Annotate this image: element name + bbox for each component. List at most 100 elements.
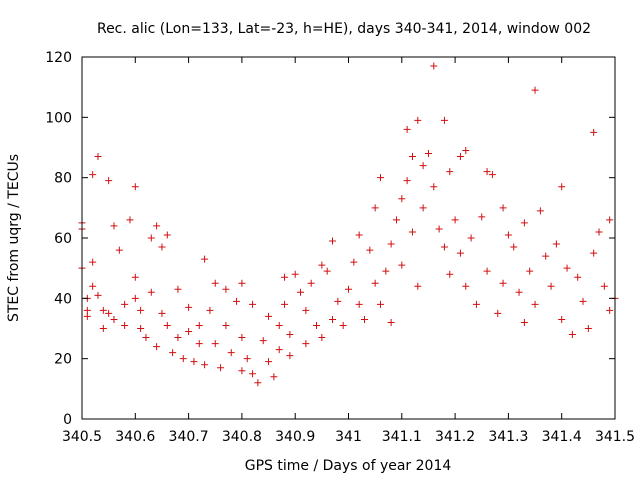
data-point <box>366 246 374 254</box>
data-point <box>350 258 358 266</box>
data-point <box>398 261 406 269</box>
data-point <box>579 297 587 305</box>
data-point <box>254 379 262 387</box>
x-tick-label: 341.4 <box>542 429 582 445</box>
data-point <box>313 321 321 329</box>
data-point <box>515 288 523 296</box>
data-point <box>329 315 337 323</box>
data-point <box>83 306 91 314</box>
data-point <box>302 340 310 348</box>
data-point <box>174 285 182 293</box>
x-tick-label: 340.8 <box>222 429 262 445</box>
data-point <box>99 306 107 314</box>
data-point <box>89 171 97 179</box>
data-point <box>110 222 118 230</box>
data-point <box>249 300 257 308</box>
data-point <box>121 321 129 329</box>
data-point <box>174 334 182 342</box>
y-axis-label: STEC from uqrg / TECUs <box>6 154 22 322</box>
data-point <box>286 331 294 339</box>
data-point <box>137 325 145 332</box>
x-tick-label: 340.6 <box>115 429 155 445</box>
data-point <box>552 240 560 248</box>
data-point <box>211 279 219 287</box>
data-point <box>105 309 113 317</box>
data-point <box>408 228 416 236</box>
x-tick-label: 340.7 <box>169 429 209 445</box>
data-point <box>169 349 177 357</box>
data-point <box>419 162 427 170</box>
data-point <box>147 288 155 296</box>
data-point <box>302 306 310 314</box>
data-point <box>318 334 326 342</box>
data-point <box>195 340 203 348</box>
data-point <box>142 334 150 342</box>
data-point <box>265 358 273 366</box>
data-point <box>249 370 257 378</box>
data-point <box>339 321 347 329</box>
data-point <box>233 297 241 305</box>
data-point <box>520 219 528 227</box>
data-point <box>403 177 411 185</box>
data-point <box>195 321 203 329</box>
y-tick-label: 60 <box>54 231 72 247</box>
data-point <box>131 183 139 191</box>
data-point <box>456 249 464 257</box>
data-point <box>408 153 416 161</box>
data-point <box>211 340 219 348</box>
data-point <box>105 177 113 185</box>
data-point <box>574 273 582 281</box>
x-tick-label: 341.1 <box>382 429 422 445</box>
data-point <box>94 291 102 299</box>
data-point <box>360 315 368 323</box>
x-axis-label: GPS time / Days of year 2014 <box>245 458 452 474</box>
data-point <box>499 279 507 287</box>
data-point <box>222 321 230 329</box>
data-point <box>99 325 107 332</box>
y-tick-label: 80 <box>54 171 72 187</box>
y-axis: 0 20 40 60 80 100 120 <box>45 50 615 428</box>
data-point <box>440 116 448 124</box>
data-point <box>440 243 448 251</box>
data-point <box>403 125 411 133</box>
data-point <box>323 267 331 275</box>
data-point <box>115 246 123 254</box>
x-tick-label: 341.3 <box>488 429 528 445</box>
data-point <box>462 282 470 290</box>
data-point <box>446 168 454 176</box>
data-point <box>590 249 598 257</box>
x-tick-label: 340.5 <box>62 429 102 445</box>
data-point <box>185 303 193 311</box>
data-point <box>158 309 166 317</box>
data-point <box>547 282 555 290</box>
data-point <box>483 267 491 275</box>
data-point <box>110 315 118 323</box>
data-point <box>542 252 550 260</box>
data-point <box>558 315 566 323</box>
data-point <box>89 258 97 266</box>
data-point <box>510 243 518 251</box>
data-point <box>163 231 171 239</box>
data-point <box>606 216 614 224</box>
data-point <box>414 282 422 290</box>
data-point <box>131 273 139 281</box>
x-tick-label: 340.9 <box>275 429 315 445</box>
data-point <box>536 207 544 215</box>
data-point <box>163 321 171 329</box>
data-point <box>275 346 283 354</box>
data-point <box>446 270 454 278</box>
data-point <box>430 62 438 70</box>
data-point <box>355 231 363 239</box>
data-point <box>387 240 395 248</box>
x-tick-label: 341.5 <box>595 429 635 445</box>
data-point <box>190 358 198 366</box>
data-point <box>419 204 427 212</box>
data-point <box>376 300 384 308</box>
data-point <box>265 312 273 320</box>
data-point <box>488 171 496 179</box>
data-point <box>382 267 390 275</box>
data-point <box>329 237 337 245</box>
data-point <box>606 306 614 314</box>
data-point <box>451 216 459 224</box>
